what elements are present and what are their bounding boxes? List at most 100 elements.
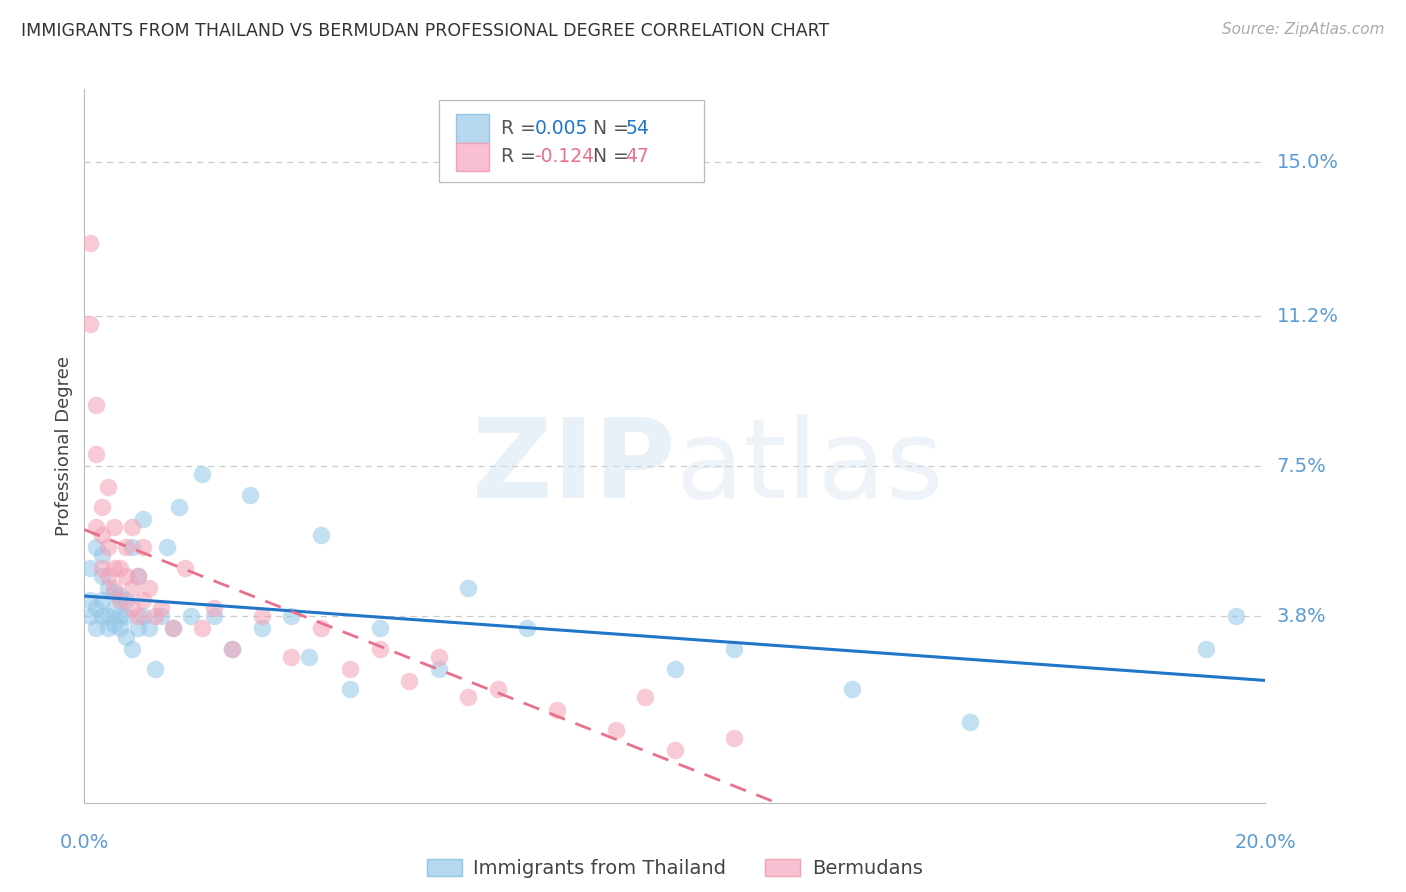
Point — [91, 500, 114, 514]
Point — [162, 622, 184, 636]
Point — [605, 723, 627, 737]
Point — [398, 674, 420, 689]
Point — [108, 560, 131, 574]
Point — [103, 601, 125, 615]
Point — [91, 549, 114, 563]
Text: atlas: atlas — [675, 414, 943, 521]
Point — [103, 585, 125, 599]
Point — [108, 589, 131, 603]
Point — [457, 690, 479, 705]
Text: 47: 47 — [626, 147, 650, 167]
Point — [84, 399, 107, 413]
Point — [79, 609, 101, 624]
Point — [114, 568, 136, 582]
Point — [143, 609, 166, 624]
Point — [250, 622, 273, 636]
Point — [127, 622, 149, 636]
Point — [664, 743, 686, 757]
Legend: Immigrants from Thailand, Bermudans: Immigrants from Thailand, Bermudans — [419, 851, 931, 886]
Point — [84, 541, 107, 555]
Point — [309, 528, 332, 542]
Point — [121, 641, 143, 656]
Text: 20.0%: 20.0% — [1234, 833, 1296, 853]
Point — [457, 581, 479, 595]
Bar — [457, 143, 489, 171]
Text: 15.0%: 15.0% — [1277, 153, 1339, 171]
Point — [156, 541, 179, 555]
Point — [132, 541, 155, 555]
Point — [127, 568, 149, 582]
Point — [103, 520, 125, 534]
Point — [97, 581, 120, 595]
Point — [91, 560, 114, 574]
Point — [173, 560, 195, 574]
Point — [97, 479, 120, 493]
Point — [97, 568, 120, 582]
Point — [339, 662, 361, 676]
Point — [427, 649, 450, 664]
Point — [79, 560, 101, 574]
Point — [180, 609, 202, 624]
Text: 0.0%: 0.0% — [59, 833, 110, 853]
Text: 3.8%: 3.8% — [1277, 607, 1326, 626]
Point — [84, 601, 107, 615]
Point — [723, 641, 745, 656]
Point — [132, 609, 155, 624]
Text: N =: N = — [593, 147, 636, 167]
Point — [634, 690, 657, 705]
Point — [132, 512, 155, 526]
Point — [132, 593, 155, 607]
Point — [221, 641, 243, 656]
Point — [84, 520, 107, 534]
Bar — [457, 114, 489, 143]
Point — [108, 593, 131, 607]
Point — [138, 581, 160, 595]
Point — [162, 622, 184, 636]
Text: 11.2%: 11.2% — [1277, 307, 1339, 326]
Point — [1195, 641, 1218, 656]
Point — [97, 541, 120, 555]
Point — [127, 568, 149, 582]
Point — [841, 682, 863, 697]
Point — [191, 622, 214, 636]
Point — [546, 702, 568, 716]
Y-axis label: Professional Degree: Professional Degree — [55, 356, 73, 536]
Text: Source: ZipAtlas.com: Source: ZipAtlas.com — [1222, 22, 1385, 37]
Text: R =: R = — [502, 119, 543, 138]
Text: R =: R = — [502, 147, 543, 167]
Point — [121, 581, 143, 595]
Point — [91, 528, 114, 542]
Text: -0.124: -0.124 — [534, 147, 595, 167]
Point — [486, 682, 509, 697]
Point — [221, 641, 243, 656]
Point — [280, 609, 302, 624]
Point — [121, 601, 143, 615]
FancyBboxPatch shape — [439, 100, 704, 182]
Point — [114, 593, 136, 607]
Point — [138, 622, 160, 636]
Point — [108, 622, 131, 636]
Point — [91, 609, 114, 624]
Point — [79, 236, 101, 251]
Text: ZIP: ZIP — [471, 414, 675, 521]
Point — [114, 630, 136, 644]
Point — [239, 488, 262, 502]
Point — [298, 649, 321, 664]
Point — [368, 622, 391, 636]
Point — [91, 593, 114, 607]
Point — [103, 617, 125, 632]
Point — [309, 622, 332, 636]
Point — [202, 601, 225, 615]
Point — [339, 682, 361, 697]
Point — [79, 318, 101, 332]
Point — [97, 622, 120, 636]
Point — [121, 541, 143, 555]
Point — [250, 609, 273, 624]
Point — [723, 731, 745, 745]
Point — [280, 649, 302, 664]
Point — [150, 609, 173, 624]
Point — [959, 714, 981, 729]
Point — [516, 622, 538, 636]
Point — [114, 609, 136, 624]
Point — [84, 447, 107, 461]
